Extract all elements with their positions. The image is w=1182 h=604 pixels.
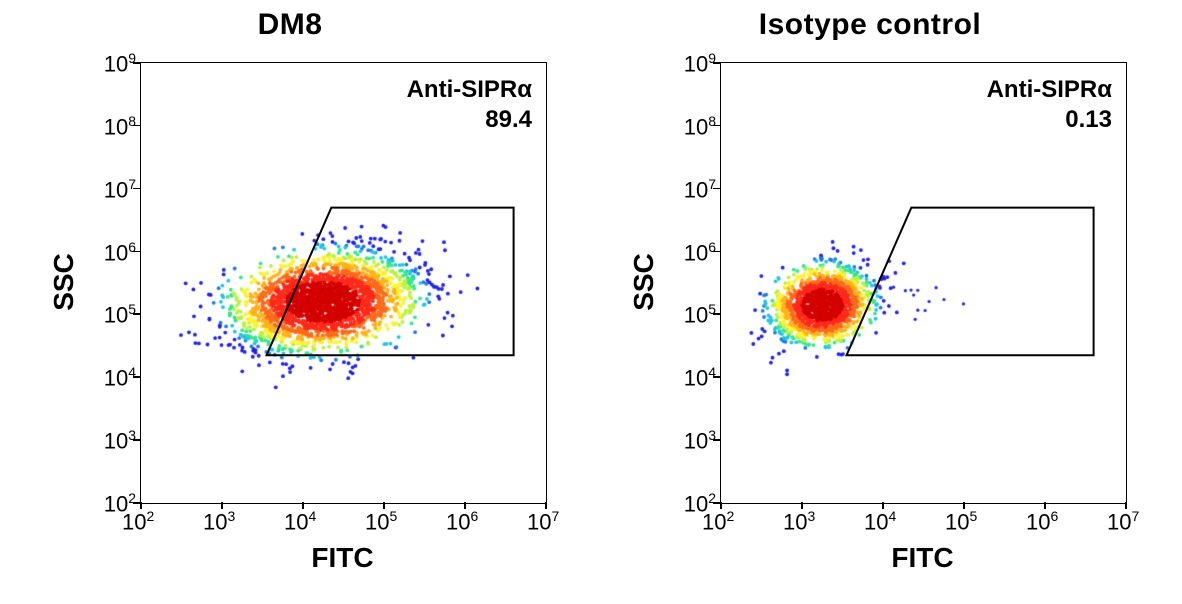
y-tick-label: 104: [684, 364, 716, 391]
y-tick-label: 109: [104, 50, 136, 77]
x-axis-label-isotype: FITC: [720, 542, 1125, 574]
y-tick-mark: [133, 502, 140, 504]
gate-polygon: [267, 208, 514, 356]
x-tick-label: 106: [446, 508, 478, 535]
y-tick-label: 107: [104, 176, 136, 203]
x-tick-mark: [1125, 502, 1127, 509]
y-tick-mark: [713, 313, 720, 315]
x-tick-label: 105: [945, 508, 977, 535]
x-tick-mark: [464, 502, 466, 509]
y-tick-mark: [713, 502, 720, 504]
x-tick-label: 107: [1107, 508, 1139, 535]
x-tick-label: 105: [365, 508, 397, 535]
x-tick-mark: [1044, 502, 1046, 509]
x-tick-label: 107: [527, 508, 559, 535]
y-tick-mark: [133, 313, 140, 315]
y-axis-label-dm8: SSC: [48, 253, 80, 311]
x-tick-mark: [383, 502, 385, 509]
plot-area-isotype: Anti-SIPRα 0.13: [720, 62, 1127, 504]
plot-area-dm8: Anti-SIPRα 89.4: [140, 62, 547, 504]
panel-title-dm8: DM8: [20, 8, 560, 42]
y-tick-label: 106: [104, 239, 136, 266]
y-tick-mark: [133, 188, 140, 190]
y-tick-mark: [133, 376, 140, 378]
y-tick-mark: [133, 251, 140, 253]
gate-label-isotype: Anti-SIPRα 0.13: [987, 75, 1112, 135]
x-tick-label: 104: [864, 508, 896, 535]
gate-polygon: [847, 208, 1094, 356]
x-tick-label: 106: [1026, 508, 1058, 535]
gate-label-dm8: Anti-SIPRα 89.4: [407, 75, 532, 135]
panel-isotype: Isotype control SSC Anti-SIPRα 0.13 FITC…: [600, 0, 1140, 604]
y-axis-label-isotype: SSC: [628, 253, 660, 311]
y-tick-label: 103: [684, 427, 716, 454]
y-tick-label: 105: [684, 301, 716, 328]
figure-root: DM8 SSC Anti-SIPRα 89.4 FITC 102 103 104 10…: [0, 0, 1182, 604]
x-tick-label: 103: [203, 508, 235, 535]
x-tick-mark: [140, 502, 142, 509]
x-tick-label: 102: [702, 508, 734, 535]
x-tick-label: 102: [122, 508, 154, 535]
panel-title-isotype: Isotype control: [600, 8, 1140, 42]
x-tick-mark: [963, 502, 965, 509]
x-axis-label-dm8: FITC: [140, 542, 545, 574]
y-tick-mark: [713, 439, 720, 441]
y-tick-label: 106: [684, 239, 716, 266]
y-tick-mark: [133, 62, 140, 64]
y-tick-mark: [133, 439, 140, 441]
y-tick-label: 103: [104, 427, 136, 454]
x-tick-mark: [720, 502, 722, 509]
y-tick-label: 105: [104, 301, 136, 328]
y-tick-mark: [713, 62, 720, 64]
y-tick-mark: [713, 376, 720, 378]
y-tick-mark: [713, 125, 720, 127]
x-tick-mark: [221, 502, 223, 509]
x-tick-label: 103: [783, 508, 815, 535]
y-tick-mark: [713, 188, 720, 190]
x-tick-mark: [545, 502, 547, 509]
y-tick-label: 108: [104, 113, 136, 140]
y-tick-label: 107: [684, 176, 716, 203]
panel-dm8: DM8 SSC Anti-SIPRα 89.4 FITC 102 103 104 10…: [20, 0, 560, 604]
y-tick-label: 104: [104, 364, 136, 391]
x-tick-mark: [302, 502, 304, 509]
y-tick-mark: [133, 125, 140, 127]
x-tick-label: 104: [284, 508, 316, 535]
y-tick-mark: [713, 251, 720, 253]
x-tick-mark: [882, 502, 884, 509]
x-tick-mark: [801, 502, 803, 509]
y-tick-label: 108: [684, 113, 716, 140]
y-tick-label: 109: [684, 50, 716, 77]
